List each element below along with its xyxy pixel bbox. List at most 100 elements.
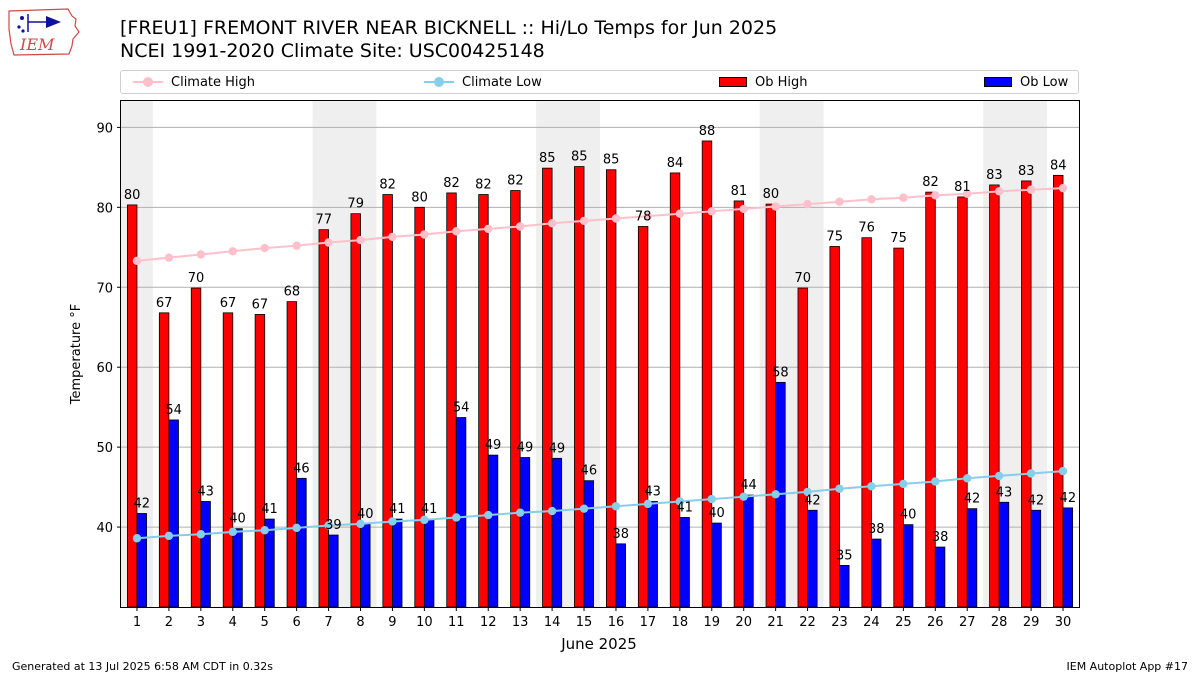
label-ob-high-day-30: 84	[1050, 158, 1067, 173]
point-climate-high-day-14	[547, 219, 557, 228]
label-ob-low-day-16: 38	[612, 527, 629, 542]
label-ob-low-day-25: 40	[900, 508, 917, 523]
label-ob-high-day-16: 85	[603, 153, 620, 168]
label-ob-high-day-14: 85	[539, 151, 556, 166]
point-climate-low-day-2	[164, 531, 174, 541]
point-climate-low-day-19	[707, 494, 716, 504]
legend-swatch-climate-low	[424, 77, 454, 87]
label-ob-low-day-4: 40	[229, 512, 246, 527]
legend-label-climate-low: Climate Low	[462, 74, 542, 90]
label-ob-high-day-3: 70	[188, 271, 205, 286]
point-climate-high-day-19	[707, 207, 716, 216]
label-ob-low-day-1: 42	[133, 496, 150, 511]
bar-ob-high-day-14	[542, 167, 553, 608]
point-climate-low-day-21	[771, 490, 780, 499]
label-ob-low-day-30: 42	[1060, 491, 1077, 506]
label-ob-low-day-3: 43	[197, 484, 214, 499]
bar-ob-low-day-14	[551, 457, 563, 608]
label-ob-high-day-20: 81	[731, 184, 748, 199]
bar-ob-high-day-9	[382, 194, 393, 608]
x-tick-label-1: 1	[133, 615, 141, 630]
point-climate-high-day-5	[260, 243, 269, 253]
label-ob-high-day-13: 82	[507, 174, 524, 189]
bar-ob-low-day-12	[487, 454, 499, 608]
x-tick-label-14: 14	[544, 615, 561, 630]
point-climate-high-day-26	[931, 191, 940, 200]
point-climate-low-day-5	[260, 526, 269, 535]
bar-ob-low-day-3	[200, 501, 211, 608]
line-climate-high	[136, 187, 1064, 262]
bar-ob-high-day-29	[1021, 180, 1032, 608]
bar-ob-low-day-30	[1062, 507, 1074, 608]
x-tick-label-8: 8	[356, 615, 364, 630]
label-ob-high-day-25: 75	[890, 231, 907, 246]
point-climate-low-day-13	[515, 508, 525, 517]
x-tick-label-9: 9	[388, 615, 396, 630]
point-climate-low-day-25	[899, 479, 908, 489]
bar-ob-high-day-17	[637, 226, 649, 608]
point-climate-high-day-24	[867, 195, 876, 204]
bar-ob-high-day-15	[574, 166, 585, 608]
x-tick-label-11: 11	[448, 615, 465, 630]
bar-ob-high-day-18	[669, 172, 681, 608]
bar-ob-high-day-21	[765, 203, 777, 608]
x-tick-label-29: 29	[1023, 615, 1040, 630]
climate-lines	[132, 183, 1068, 543]
label-ob-low-day-14: 49	[549, 441, 566, 456]
bar-ob-high-day-3	[190, 287, 202, 608]
bar-ob-low-day-13	[519, 457, 531, 608]
point-climate-high-day-18	[675, 209, 685, 218]
bar-ob-high-day-22	[797, 287, 808, 608]
bar-ob-low-day-26	[934, 546, 946, 608]
label-ob-high-day-26: 82	[922, 175, 939, 190]
autoplot-app-id: IEM Autoplot App #17	[1066, 660, 1189, 673]
y-tick-label-80: 80	[96, 201, 113, 216]
point-climate-high-day-4	[228, 247, 237, 256]
bar-ob-low-day-15	[583, 480, 595, 608]
legend-label-ob-low: Ob Low	[1020, 74, 1069, 90]
label-ob-high-day-8: 79	[347, 197, 364, 212]
bar-ob-low-day-19	[711, 522, 722, 608]
label-ob-high-day-17: 78	[635, 210, 652, 225]
label-ob-high-day-28: 83	[986, 168, 1003, 183]
point-climate-low-day-3	[196, 530, 206, 539]
y-tick-label-90: 90	[96, 121, 113, 136]
label-ob-high-day-9: 82	[379, 178, 396, 193]
point-climate-low-day-4	[228, 527, 237, 537]
x-tick-label-30: 30	[1055, 615, 1072, 630]
point-climate-high-day-17	[643, 211, 653, 221]
x-tick-label-16: 16	[608, 615, 625, 630]
x-tick-label-19: 19	[703, 615, 720, 630]
bar-ob-high-day-25	[893, 247, 904, 608]
label-ob-low-day-20: 44	[740, 478, 757, 493]
bar-ob-low-day-7	[328, 534, 339, 608]
point-climate-low-day-11	[452, 513, 461, 522]
y-axis-label: Temperature °F	[69, 304, 84, 405]
point-climate-high-day-20	[739, 204, 748, 214]
label-ob-low-day-24: 38	[868, 522, 885, 537]
x-tick-label-27: 27	[959, 615, 976, 630]
x-tick-label-4: 4	[229, 615, 237, 630]
point-climate-high-day-7	[324, 238, 333, 247]
legend-label-ob-high: Ob High	[755, 74, 808, 90]
point-climate-high-day-22	[803, 199, 812, 209]
point-climate-high-day-16	[611, 214, 621, 223]
x-tick-label-22: 22	[799, 615, 816, 630]
bar-ob-low-day-29	[1030, 509, 1042, 608]
bar-ob-high-day-4	[222, 312, 234, 608]
label-ob-low-day-9: 41	[389, 502, 406, 517]
legend-swatch-climate-high	[133, 77, 163, 87]
label-ob-low-day-22: 42	[804, 493, 821, 508]
point-climate-high-day-6	[292, 241, 301, 250]
point-climate-low-day-9	[388, 517, 397, 526]
label-ob-high-day-1: 80	[124, 188, 141, 203]
label-ob-high-day-7: 77	[316, 213, 333, 228]
legend-item-ob-high: Ob High	[719, 71, 808, 93]
y-axis-ticks: 40 50 60 70 80 90	[96, 121, 121, 536]
legend-label-climate-high: Climate High	[171, 74, 256, 90]
label-ob-high-day-2: 67	[156, 296, 173, 311]
label-ob-low-day-26: 38	[932, 530, 949, 545]
legend-item-climate-low: Climate Low	[424, 71, 542, 93]
point-climate-high-day-1	[132, 256, 142, 266]
label-ob-high-day-27: 81	[954, 180, 971, 195]
